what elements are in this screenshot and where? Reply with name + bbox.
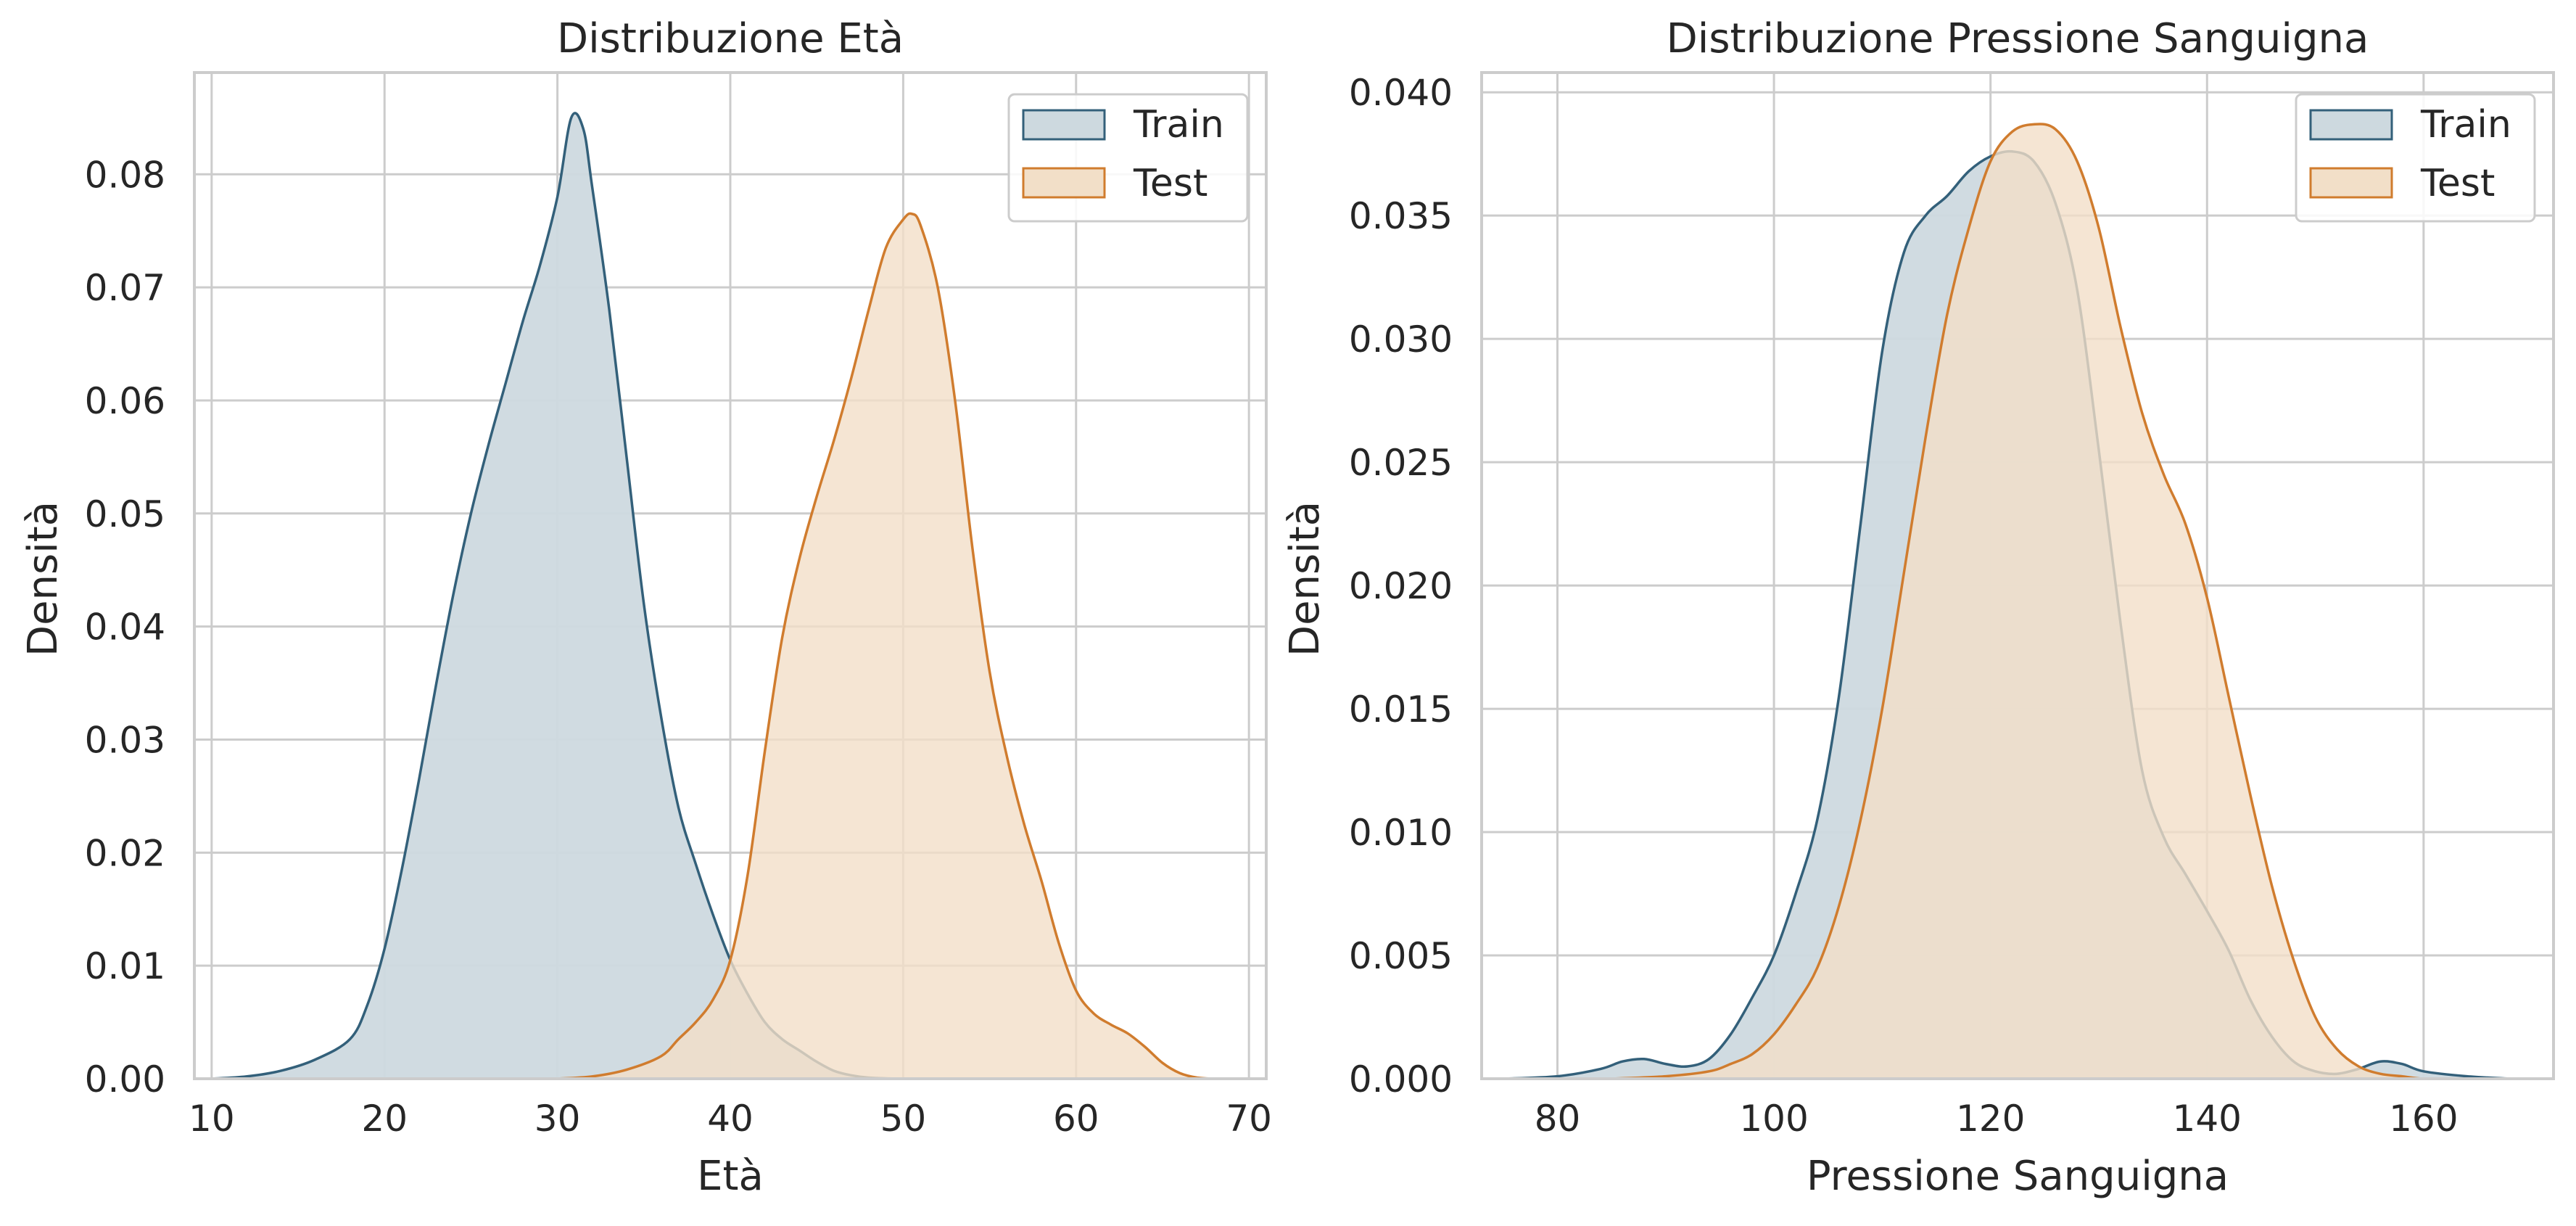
legend-swatch-test [2309, 167, 2393, 199]
y-tick-label: 0.02 [85, 832, 165, 874]
density-area-train [211, 112, 938, 1079]
density-line-test [1611, 123, 2467, 1081]
chart-title: Distribuzione Età [557, 15, 904, 62]
x-tick-label: 80 [1535, 1098, 1581, 1140]
y-tick-label: 0.00 [85, 1058, 165, 1100]
x-tick-label: 70 [1226, 1098, 1272, 1140]
x-tick-label: 160 [2389, 1098, 2458, 1140]
x-tick-label: 30 [534, 1098, 581, 1140]
y-tick-label: 0.000 [1349, 1058, 1453, 1100]
y-tick-label: 0.035 [1349, 195, 1453, 237]
x-tick-label: 100 [1739, 1098, 1808, 1140]
x-tick-label: 40 [707, 1098, 754, 1140]
y-tick-label: 0.05 [85, 493, 165, 535]
y-tick-label: 0.005 [1349, 935, 1453, 977]
x-tick-label: 60 [1053, 1098, 1099, 1140]
y-tick-label: 0.030 [1349, 318, 1453, 361]
y-axis-label: Densità [20, 501, 67, 657]
chart-title: Distribuzione Pressione Sanguigna [1667, 15, 2369, 62]
legend: Train Test [1007, 93, 1249, 223]
x-tick-label: 120 [1956, 1098, 2025, 1140]
legend: Train Test [2295, 93, 2536, 223]
x-tick-label: 140 [2173, 1098, 2242, 1140]
y-tick-label: 0.040 [1349, 72, 1453, 114]
y-tick-label: 0.01 [85, 945, 165, 987]
plot-frame [1480, 71, 2555, 1080]
legend-swatch-test [1022, 167, 1106, 199]
x-axis-label: Età [697, 1153, 764, 1200]
y-tick-label: 0.010 [1349, 812, 1453, 854]
blood-pressure-distribution-panel: 80 100 120 140 160 0.000 0.005 0.010 0.015 0.020… [1281, 15, 2555, 1200]
y-tick-label: 0.07 [85, 267, 165, 309]
plot-frame [193, 71, 1268, 1080]
legend-label-test: Test [1133, 162, 1208, 205]
x-tick-label: 50 [880, 1098, 927, 1140]
legend-swatch-train [1022, 109, 1106, 141]
y-tick-label: 0.04 [85, 606, 165, 649]
y-tick-label: 0.020 [1349, 565, 1453, 607]
x-tick-label: 10 [189, 1098, 235, 1140]
legend-label-test: Test [2420, 162, 2495, 205]
legend-swatch-train [2309, 109, 2393, 141]
y-axis-label: Densità [1281, 501, 1329, 657]
density-area-test [1611, 124, 2467, 1079]
age-distribution-panel: 10 20 30 40 50 60 70 0.00 0.01 0.02 0.03 0.04 0.05 0… [20, 15, 1272, 1200]
y-tick-label: 0.025 [1349, 442, 1453, 484]
y-tick-label: 0.03 [85, 719, 165, 761]
y-tick-label: 0.06 [85, 380, 165, 422]
density-area-test [557, 213, 1215, 1079]
y-tick-label: 0.015 [1349, 688, 1453, 731]
legend-label-train: Train [2420, 103, 2511, 147]
x-axis-label: Pressione Sanguigna [1807, 1153, 2229, 1200]
legend-label-train: Train [1133, 103, 1224, 147]
density-line-test [557, 212, 1215, 1080]
y-tick-label: 0.08 [85, 154, 165, 196]
x-tick-label: 20 [361, 1098, 408, 1140]
